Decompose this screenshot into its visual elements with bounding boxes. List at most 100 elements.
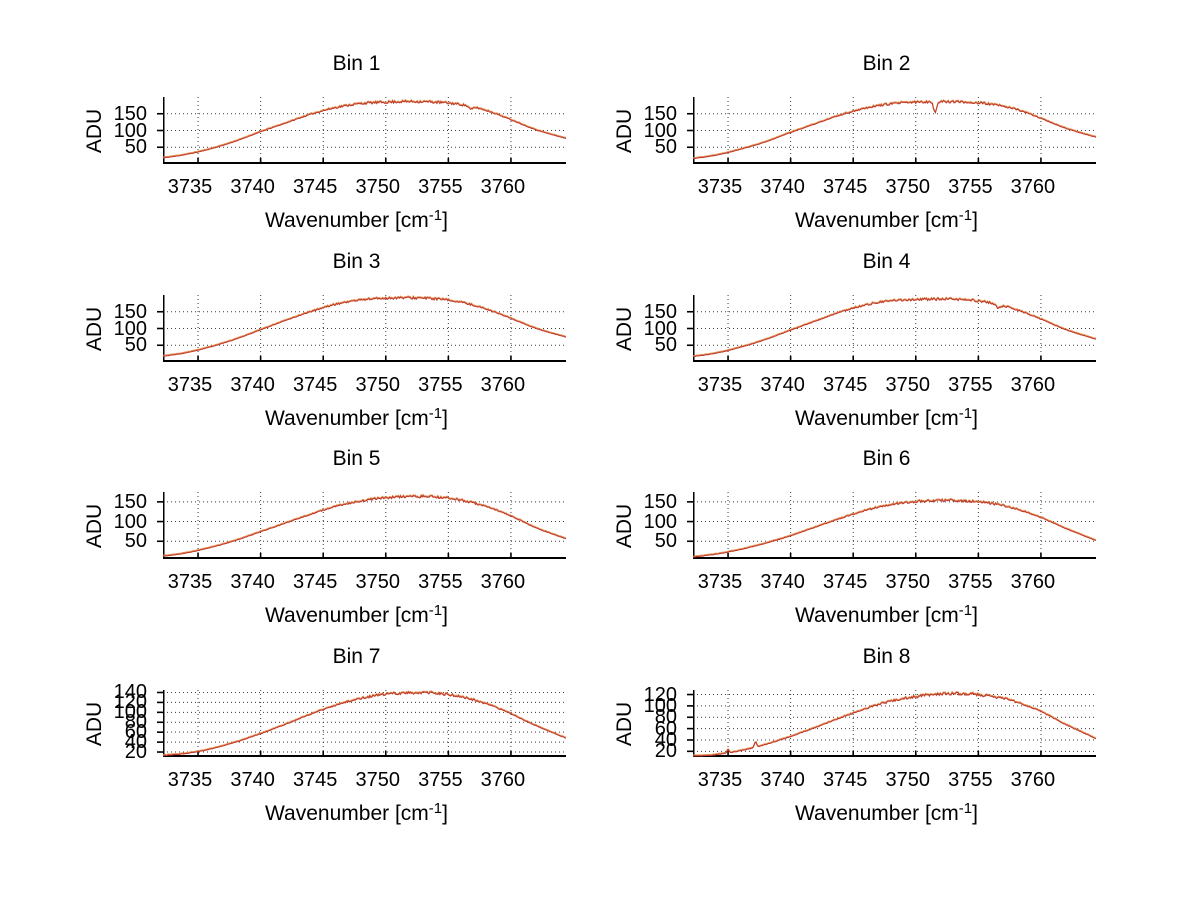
x-axis-label-text: Wavenumber [cm bbox=[795, 209, 959, 232]
plot-area bbox=[157, 690, 567, 757]
x-axis-label-close-bracket: ] bbox=[972, 604, 978, 627]
x-tick-label: 3745 bbox=[292, 769, 338, 791]
plot-area bbox=[157, 492, 567, 559]
y-tick-label: 150 bbox=[643, 102, 677, 125]
x-tick-label: 3740 bbox=[760, 769, 805, 791]
plot-area bbox=[687, 295, 1097, 362]
x-tick-label: 3740 bbox=[230, 176, 275, 198]
y-tick-label: 40 bbox=[654, 728, 677, 751]
y-axis-label: ADU bbox=[83, 108, 106, 153]
y-axis-label: ADU bbox=[613, 701, 636, 746]
x-tick-label: 3735 bbox=[167, 769, 213, 791]
x-axis-label-close-bracket: ] bbox=[442, 802, 448, 825]
plot-title: Bin 2 bbox=[862, 52, 911, 75]
x-axis-label-text: Wavenumber [cm bbox=[795, 802, 959, 825]
x-axis-label-superscript: -1 bbox=[428, 602, 443, 619]
x-tick-label: 3740 bbox=[760, 374, 805, 396]
y-axis-label: ADU bbox=[613, 306, 636, 351]
x-tick-label: 3760 bbox=[1010, 571, 1056, 593]
plot-title: Bin 6 bbox=[862, 447, 911, 470]
x-tick-label: 3760 bbox=[480, 769, 526, 791]
y-tick-label: 100 bbox=[643, 119, 677, 142]
y-tick-label: 100 bbox=[113, 701, 147, 724]
plot-title: Bin 8 bbox=[862, 645, 911, 668]
x-tick-label: 3745 bbox=[822, 374, 868, 396]
plot-area bbox=[687, 97, 1097, 164]
x-axis-label-text: Wavenumber [cm bbox=[265, 407, 429, 430]
x-tick-label: 3760 bbox=[1010, 176, 1056, 198]
y-tick-label: 40 bbox=[124, 731, 147, 754]
y-tick-label: 60 bbox=[654, 717, 677, 740]
plot-area bbox=[157, 294, 567, 362]
y-tick-label: 100 bbox=[643, 317, 677, 340]
y-tick-label: 50 bbox=[124, 136, 147, 159]
x-tick-label: 3735 bbox=[697, 374, 743, 396]
y-tick-label: 100 bbox=[643, 694, 677, 717]
x-axis-label-superscript: -1 bbox=[428, 207, 443, 224]
y-axis-label: ADU bbox=[613, 503, 636, 548]
y-tick-label: 50 bbox=[124, 334, 147, 357]
plot-title: Bin 1 bbox=[332, 52, 381, 75]
x-tick-label: 3760 bbox=[1010, 374, 1056, 396]
y-tick-label: 20 bbox=[654, 740, 677, 763]
x-tick-label: 3740 bbox=[230, 571, 275, 593]
x-tick-label: 3755 bbox=[418, 374, 463, 396]
x-tick-label: 3750 bbox=[355, 374, 401, 396]
x-tick-label: 3735 bbox=[697, 176, 743, 198]
x-axis-label: Wavenumber [cm-1] bbox=[685, 406, 1088, 432]
x-tick-label: 3745 bbox=[292, 571, 338, 593]
x-tick-label: 3755 bbox=[948, 176, 993, 198]
x-tick-label: 3755 bbox=[948, 571, 993, 593]
x-axis-label-superscript: -1 bbox=[958, 207, 973, 224]
x-axis-label-text: Wavenumber [cm bbox=[265, 802, 429, 825]
x-axis-label: Wavenumber [cm-1] bbox=[155, 603, 558, 629]
x-tick-label: 3760 bbox=[480, 571, 526, 593]
y-tick-label: 150 bbox=[113, 490, 147, 513]
x-axis-label-close-bracket: ] bbox=[972, 407, 978, 430]
plot-area bbox=[687, 492, 1097, 559]
x-tick-label: 3750 bbox=[885, 769, 931, 791]
x-tick-label: 3735 bbox=[167, 374, 213, 396]
plot-title: Bin 7 bbox=[332, 645, 381, 668]
x-tick-label: 3760 bbox=[480, 374, 526, 396]
x-tick-label: 3755 bbox=[948, 374, 993, 396]
x-tick-label: 3745 bbox=[822, 176, 868, 198]
x-axis-label: Wavenumber [cm-1] bbox=[155, 208, 558, 234]
y-tick-label: 120 bbox=[113, 691, 147, 714]
plot-area bbox=[687, 690, 1097, 757]
x-tick-label: 3750 bbox=[355, 571, 401, 593]
y-axis-label: ADU bbox=[613, 108, 636, 153]
y-axis-label: ADU bbox=[83, 503, 106, 548]
x-tick-label: 3740 bbox=[760, 571, 805, 593]
y-axis-label: ADU bbox=[83, 701, 106, 746]
x-tick-label: 3745 bbox=[292, 176, 338, 198]
plot-area bbox=[157, 97, 567, 164]
plot-title: Bin 5 bbox=[332, 447, 381, 470]
x-axis-label-superscript: -1 bbox=[958, 602, 973, 619]
x-tick-label: 3750 bbox=[885, 571, 931, 593]
x-tick-label: 3740 bbox=[230, 374, 275, 396]
x-tick-label: 3735 bbox=[167, 176, 213, 198]
x-tick-label: 3750 bbox=[355, 769, 401, 791]
y-tick-label: 100 bbox=[113, 119, 147, 142]
x-axis-label-text: Wavenumber [cm bbox=[265, 209, 429, 232]
x-axis-label-text: Wavenumber [cm bbox=[265, 604, 429, 627]
x-tick-label: 3740 bbox=[760, 176, 805, 198]
y-tick-label: 80 bbox=[124, 711, 147, 734]
x-axis-label-superscript: -1 bbox=[428, 800, 443, 817]
x-tick-label: 3755 bbox=[418, 769, 463, 791]
x-axis-label-superscript: -1 bbox=[958, 800, 973, 817]
y-tick-label: 20 bbox=[124, 741, 147, 764]
x-tick-label: 3745 bbox=[822, 769, 868, 791]
x-axis-label-close-bracket: ] bbox=[442, 604, 448, 627]
y-axis-label: ADU bbox=[83, 306, 106, 351]
y-tick-label: 50 bbox=[654, 136, 677, 159]
x-tick-label: 3750 bbox=[355, 176, 401, 198]
